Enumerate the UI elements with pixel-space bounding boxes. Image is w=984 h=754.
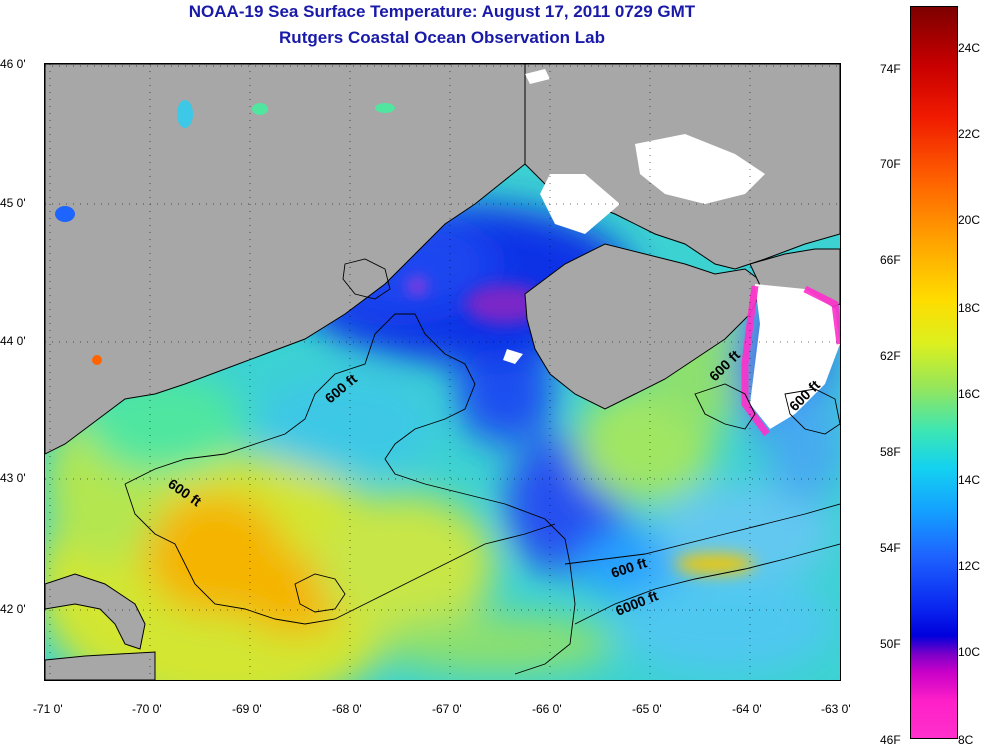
land: [45, 64, 840, 680]
graticule: [45, 64, 840, 680]
fahrenheit-label: 70F: [880, 157, 901, 171]
longitude-label: -63 0': [821, 702, 851, 716]
celsius-label: 18C: [958, 301, 981, 315]
lake-features: [55, 100, 395, 365]
sst-map: 600 ft 600 ft 600 ft 600 ft 600 ft 6000 …: [44, 63, 841, 681]
fahrenheit-label: 66F: [880, 253, 901, 267]
cloud-edge: [741, 285, 840, 437]
latitude-label: 44 0': [0, 334, 26, 348]
fahrenheit-label: 50F: [880, 637, 901, 651]
latitude-label: 42 0': [0, 602, 26, 616]
longitude-label: -69 0': [232, 702, 262, 716]
longitude-label: -65 0': [632, 702, 662, 716]
celsius-label: 24C: [958, 41, 981, 55]
temperature-colorbar: [910, 6, 958, 739]
celsius-label: 22C: [958, 127, 981, 141]
longitude-label: -70 0': [132, 702, 162, 716]
celsius-label: 14C: [958, 473, 981, 487]
latitude-label: 45 0': [0, 196, 26, 210]
celsius-label: 8C: [958, 733, 974, 747]
celsius-label: 20C: [958, 213, 981, 227]
celsius-label: 12C: [958, 559, 981, 573]
celsius-label: 16C: [958, 387, 981, 401]
map-title: NOAA-19 Sea Surface Temperature: August …: [188, 2, 696, 21]
latitude-label: 46 0': [0, 57, 26, 71]
longitude-label: -68 0': [332, 702, 362, 716]
longitude-label: -67 0': [432, 702, 462, 716]
longitude-label: -71 0': [33, 702, 63, 716]
fahrenheit-label: 74F: [880, 62, 901, 76]
longitude-label: -66 0': [532, 702, 562, 716]
sst-map-canvas: 600 ft 600 ft 600 ft 600 ft 600 ft 6000 …: [45, 64, 840, 680]
longitude-label: -64 0': [732, 702, 762, 716]
map-subtitle: Rutgers Coastal Ocean Observation Lab: [279, 28, 605, 47]
cloud-mask: [503, 69, 840, 429]
fahrenheit-label: 54F: [880, 541, 901, 555]
fahrenheit-label: 58F: [880, 445, 901, 459]
fahrenheit-label: 46F: [880, 733, 901, 747]
fahrenheit-label: 62F: [880, 349, 901, 363]
celsius-label: 10C: [958, 645, 981, 659]
depth-contours: [124, 258, 840, 675]
latitude-label: 43 0': [0, 471, 26, 485]
